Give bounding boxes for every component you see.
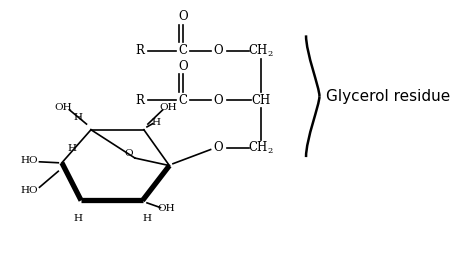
Text: C: C: [178, 44, 187, 57]
Text: $\mathregular{CH_2}$: $\mathregular{CH_2}$: [248, 43, 274, 59]
Text: OH: OH: [157, 205, 174, 214]
Text: O: O: [214, 141, 223, 154]
Text: O: O: [125, 149, 133, 158]
Text: R: R: [136, 94, 145, 107]
Text: $\mathregular{CH_2}$: $\mathregular{CH_2}$: [248, 140, 274, 156]
Text: HO: HO: [21, 156, 38, 165]
Text: Glycerol residue: Glycerol residue: [326, 89, 450, 104]
Text: H: H: [67, 144, 76, 153]
Text: O: O: [178, 60, 188, 73]
Text: O: O: [214, 44, 223, 57]
Text: H: H: [74, 113, 83, 123]
Text: OH: OH: [160, 103, 177, 112]
Text: O: O: [178, 10, 188, 23]
Text: O: O: [214, 94, 223, 107]
Text: HO: HO: [21, 186, 38, 195]
Text: H: H: [152, 118, 161, 127]
Text: OH: OH: [55, 103, 72, 112]
Text: H: H: [73, 214, 82, 223]
Text: H: H: [143, 214, 152, 223]
Text: CH: CH: [252, 94, 271, 107]
Text: R: R: [136, 44, 145, 57]
Text: C: C: [178, 94, 187, 107]
